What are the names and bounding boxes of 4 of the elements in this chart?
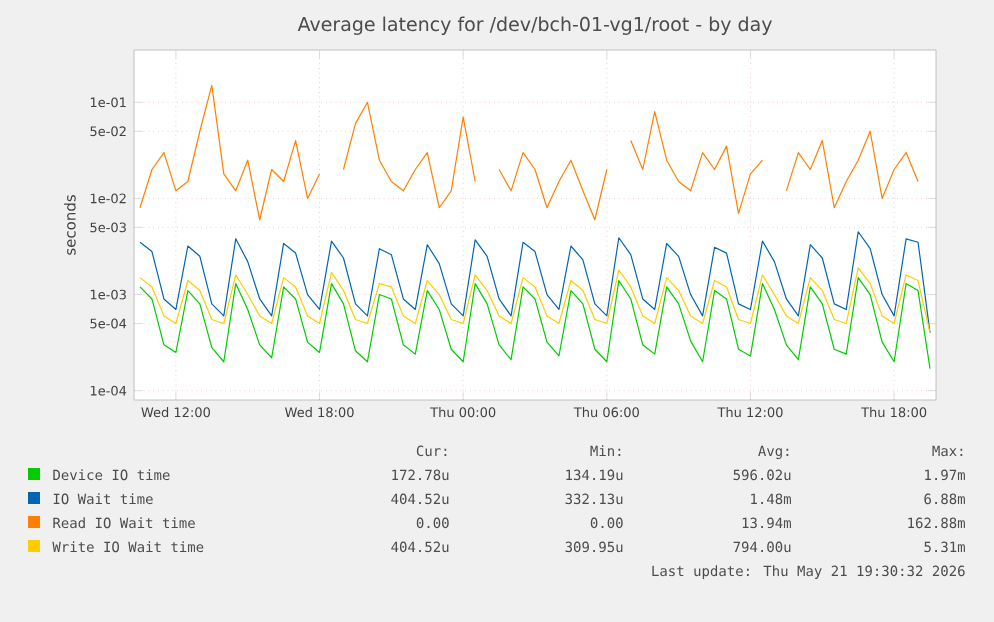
line-series bbox=[139, 231, 931, 334]
line-series bbox=[139, 277, 931, 370]
chart-title: Average latency for /dev/bch-01-vg1/root - by day bbox=[297, 16, 772, 35]
line-series bbox=[139, 267, 931, 334]
